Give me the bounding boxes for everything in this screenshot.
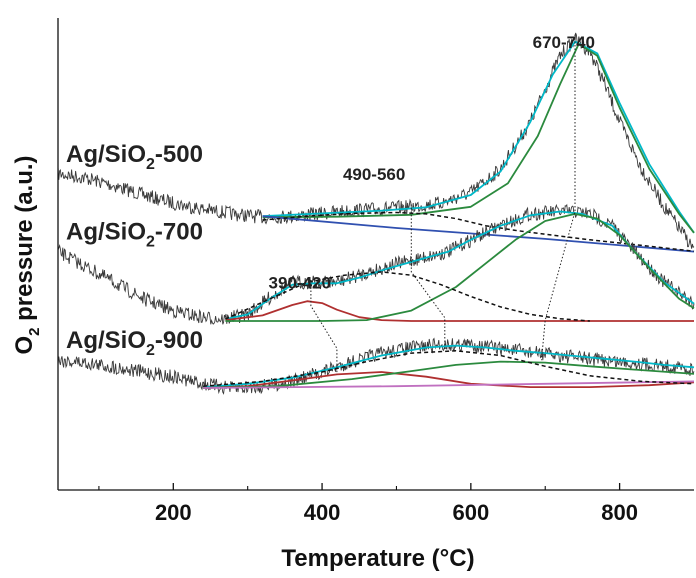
x-tick-label: 200	[155, 500, 192, 525]
sample-label: Ag/SiO2-700	[66, 219, 203, 251]
fit-curve-3	[203, 380, 695, 389]
sample-label-pre: Ag/SiO	[66, 219, 146, 246]
y-axis-title-sub: 2	[26, 328, 43, 336]
peak-guide-line	[541, 34, 576, 361]
fit-curve-1	[225, 300, 694, 322]
x-tick-label: 800	[601, 500, 638, 525]
fit-curve-0	[262, 40, 695, 234]
sample-group-2: Ag/SiO2-900	[57, 327, 695, 395]
peak-guide-line	[410, 204, 446, 351]
sample-label-pre: Ag/SiO	[66, 141, 146, 168]
axes-layer: 200 400 600 800	[57, 18, 694, 525]
fit-curve-1	[262, 43, 695, 234]
fit-curve-3	[262, 211, 695, 252]
fit-curve-2	[225, 212, 695, 322]
sample-group-1: Ag/SiO2-700	[57, 203, 695, 325]
sample-label-sub: 2	[146, 156, 155, 173]
sample-label-sub: 2	[146, 234, 155, 251]
fit-curve-2	[203, 360, 695, 389]
sample-label-pre: Ag/SiO	[66, 327, 146, 354]
sample-label: Ag/SiO2-500	[66, 141, 203, 173]
x-axis-title: Temperature (°C)	[281, 545, 474, 572]
sample-group-0: Ag/SiO2-500	[57, 32, 695, 253]
sample-label: Ag/SiO2-900	[66, 327, 203, 359]
plot-layer: Ag/SiO2-500Ag/SiO2-700Ag/SiO2-900670-740…	[57, 32, 695, 395]
sample-label-sub: 2	[146, 342, 155, 359]
raw-trace	[57, 203, 695, 325]
fit-curve-4	[203, 350, 695, 387]
sample-label-post: -900	[155, 327, 203, 354]
x-tick-label: 600	[452, 500, 489, 525]
peak-label: 670-740	[533, 33, 595, 52]
fit-curve-2	[262, 215, 695, 253]
fit-curve-0	[203, 344, 695, 388]
y-axis-title-pre: O	[11, 336, 38, 355]
raw-trace	[57, 337, 695, 395]
peak-label: 490-560	[343, 165, 405, 184]
x-tick-label: 400	[304, 500, 341, 525]
peak-guide-line	[310, 280, 338, 375]
y-axis-title-post: pressure (a.u.)	[11, 155, 38, 327]
sample-label-post: -500	[155, 141, 203, 168]
peak-label: 390-420	[269, 274, 331, 293]
y-axis-title: O2 pressure (a.u.)	[11, 155, 43, 354]
fit-curve-0	[225, 210, 695, 320]
sample-label-post: -700	[155, 219, 203, 246]
fit-curve-3	[225, 271, 590, 322]
fit-curve-1	[203, 371, 695, 389]
